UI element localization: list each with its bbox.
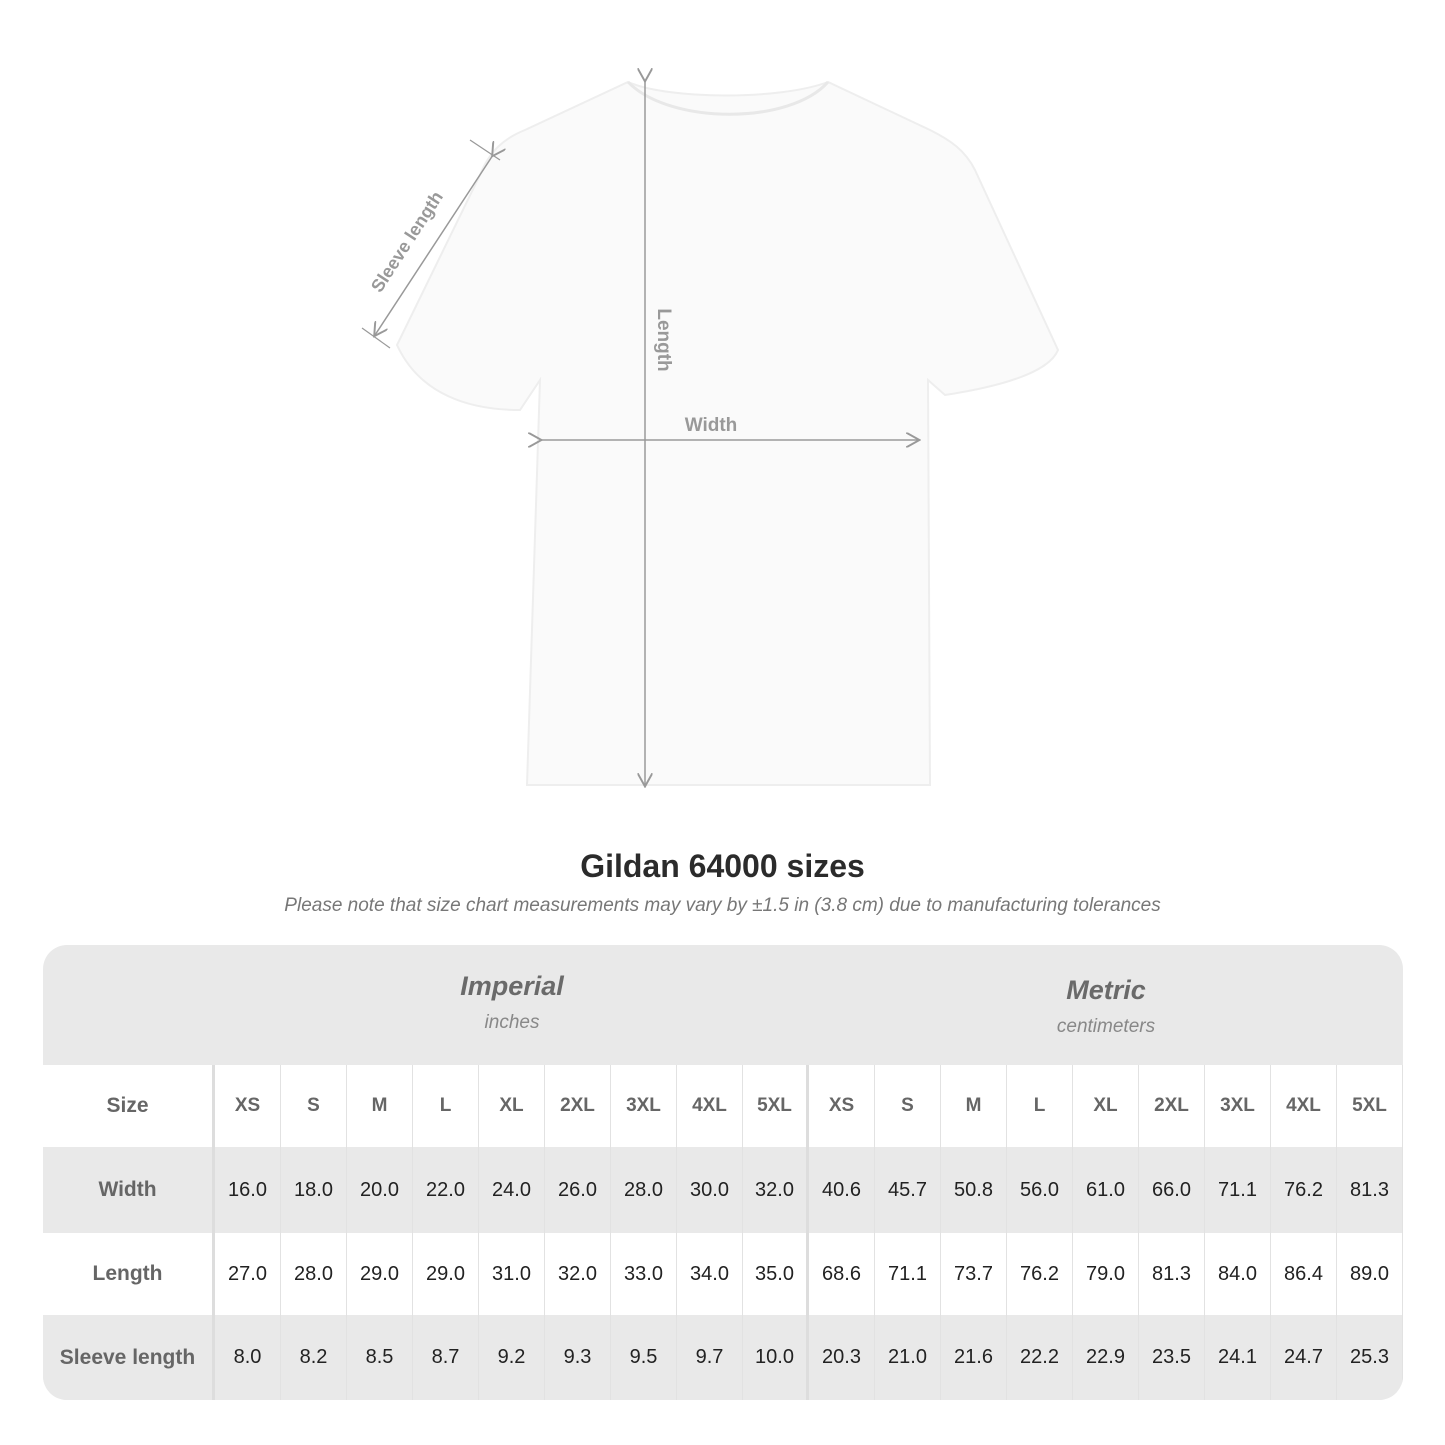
metric-label: Metric [1066,975,1146,1005]
size-header-cell: XS [215,1065,281,1147]
table-cell: 24.0 [479,1147,545,1233]
table-cell: 71.1 [1205,1147,1271,1233]
size-table: Imperial inches Metric centimeters Size … [43,945,1403,1400]
table-cell: 76.2 [1007,1233,1073,1315]
size-header-cell: 5XL [1337,1065,1403,1147]
table-cell: 8.0 [215,1315,281,1400]
tolerance-note: Please note that size chart measurements… [284,895,1161,916]
table-cell: 35.0 [743,1233,809,1315]
table-cell: 21.0 [875,1315,941,1400]
table-cell: 32.0 [545,1233,611,1315]
table-cell: 28.0 [611,1147,677,1233]
size-header-cell: S [281,1065,347,1147]
table-cell: 28.0 [281,1233,347,1315]
table-cell: 22.0 [413,1147,479,1233]
size-header-cell: 3XL [1205,1065,1271,1147]
length-label: Length [653,308,674,371]
table-cell: 34.0 [677,1233,743,1315]
size-header-cell: 4XL [677,1065,743,1147]
table-row: Length 27.0 28.0 29.0 29.0 31.0 32.0 33.0 34.0 35… [43,1233,1403,1315]
table-cell: 32.0 [743,1147,809,1233]
size-header-cell: 5XL [743,1065,809,1147]
table-cell: 16.0 [215,1147,281,1233]
table-cell: 24.7 [1271,1315,1337,1400]
table-cell: 21.6 [941,1315,1007,1400]
table-cell: 26.0 [545,1147,611,1233]
table-cell: 25.3 [1337,1315,1403,1400]
imperial-header: Imperial inches [215,945,809,1089]
table-cell: 45.7 [875,1147,941,1233]
sleeve-arrow [375,155,493,335]
table-cell: 81.3 [1337,1147,1403,1233]
size-header-cell: XL [1073,1065,1139,1147]
size-header-cell: S [875,1065,941,1147]
table-cell: 18.0 [281,1147,347,1233]
table-cell: 50.8 [941,1147,1007,1233]
table-cell: 86.4 [1271,1233,1337,1315]
row-label: Width [43,1147,215,1233]
size-header-cell: L [1007,1065,1073,1147]
table-cell: 31.0 [479,1233,545,1315]
row-label: Sleeve length [43,1315,215,1400]
size-header-cell: 2XL [545,1065,611,1147]
table-cell: 29.0 [413,1233,479,1315]
table-cell: 20.0 [347,1147,413,1233]
table-cell: 79.0 [1073,1233,1139,1315]
table-cell: 71.1 [875,1233,941,1315]
table-cell: 20.3 [809,1315,875,1400]
table-cell: 29.0 [347,1233,413,1315]
imperial-label: Imperial [460,971,564,1001]
table-cell: 73.7 [941,1233,1007,1315]
size-header-cell: L [413,1065,479,1147]
table-cell: 66.0 [1139,1147,1205,1233]
imperial-unit: inches [484,1012,540,1033]
table-cell: 61.0 [1073,1147,1139,1233]
table-cell: 23.5 [1139,1315,1205,1400]
table-cell: 9.7 [677,1315,743,1400]
size-header-cell: M [347,1065,413,1147]
tshirt-diagram: Sleeve length Length Width [361,0,1060,820]
table-cell: 9.5 [611,1315,677,1400]
size-header-cell: 2XL [1139,1065,1205,1147]
table-cell: 9.3 [545,1315,611,1400]
table-cell: 84.0 [1205,1233,1271,1315]
table-cell: 27.0 [215,1233,281,1315]
metric-header: Metric centimeters [809,945,1403,1093]
table-cell: 8.2 [281,1315,347,1400]
table-cell: 10.0 [743,1315,809,1400]
table-cell: 9.2 [479,1315,545,1400]
width-label: Width [685,415,738,436]
size-header-cell: XS [809,1065,875,1147]
table-row: Width 16.0 18.0 20.0 22.0 24.0 26.0 28.0 30.0 32.… [43,1147,1403,1233]
size-header-cell: 4XL [1271,1065,1337,1147]
table-cell: 68.6 [809,1233,875,1315]
table-cell: 30.0 [677,1147,743,1233]
table-cell: 22.9 [1073,1315,1139,1400]
size-header-cell: XL [479,1065,545,1147]
table-cell: 56.0 [1007,1147,1073,1233]
size-header-cell: 3XL [611,1065,677,1147]
table-cell: 22.2 [1007,1315,1073,1400]
table-cell: 24.1 [1205,1315,1271,1400]
table-cell: 81.3 [1139,1233,1205,1315]
row-label: Length [43,1233,215,1315]
size-header: Size [43,1065,215,1147]
table-row: Sleeve length 8.0 8.2 8.5 8.7 9.2 9.3 9.5 9.7 10.… [43,1315,1403,1400]
metric-unit: centimeters [1056,1016,1156,1037]
size-row: Size XS S M L XL 2XL 3XL 4XL 5XL XS S M L XL 2XL 3XL 4XL… [43,1065,1403,1147]
table-cell: 40.6 [809,1147,875,1233]
table-cell: 89.0 [1337,1233,1403,1315]
page-title: Gildan 64000 sizes [580,848,865,884]
table-cell: 33.0 [611,1233,677,1315]
table-cell: 76.2 [1271,1147,1337,1233]
size-header-cell: M [941,1065,1007,1147]
table-cell: 8.5 [347,1315,413,1400]
table-cell: 8.7 [413,1315,479,1400]
